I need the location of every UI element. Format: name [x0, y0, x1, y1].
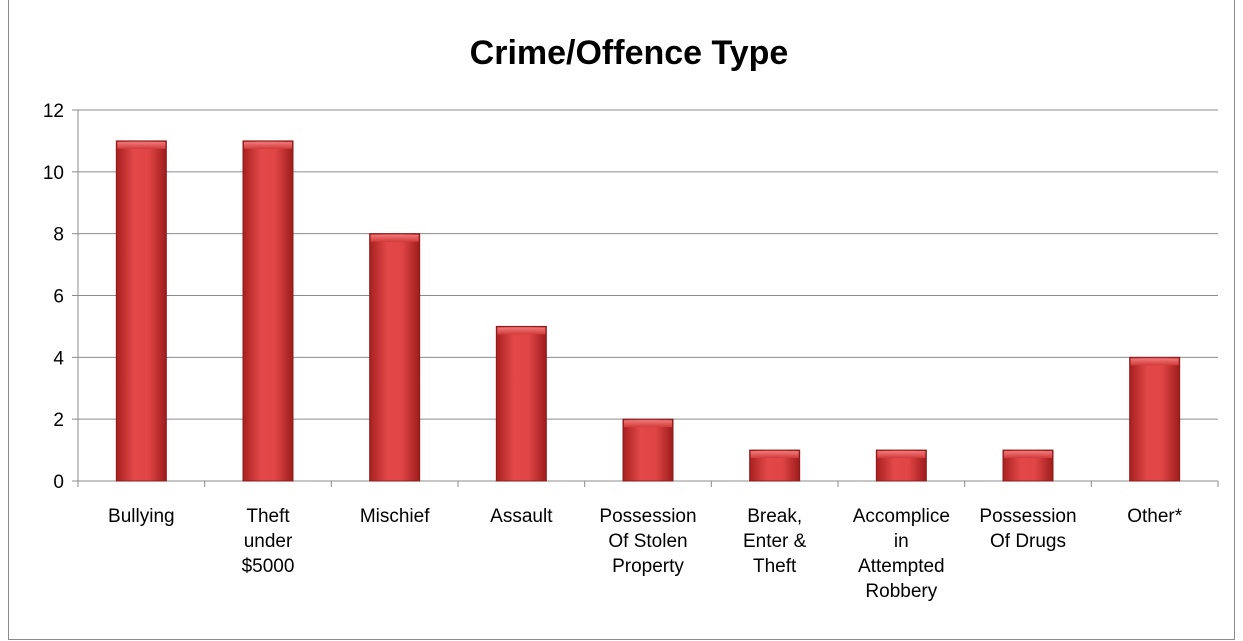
x-tick-label-line: in: [894, 531, 909, 552]
x-tick-label-line: Possession: [599, 506, 696, 527]
bar: [1129, 356, 1181, 482]
x-tick-label-line: Mischief: [360, 506, 430, 527]
x-tick-label: Theft under $5000: [242, 506, 295, 577]
x-tick-label-line: Property: [612, 556, 684, 577]
x-tick-label-line: Enter &: [743, 531, 807, 552]
y-tick-label: 4: [53, 348, 64, 369]
x-tick-label: Assault: [490, 506, 553, 527]
bar-highlight: [624, 420, 672, 428]
x-tick-label: Mischief: [360, 506, 430, 527]
x-tick-label-line: Of Stolen: [608, 531, 687, 552]
x-tick-label-line: Attempted: [858, 556, 945, 577]
bar: [242, 140, 294, 482]
bar: [495, 325, 547, 482]
chart-frame: [8, 0, 1235, 640]
x-tick-label: Bullying: [108, 506, 175, 527]
x-tick-label-line: $5000: [242, 556, 295, 577]
bar-highlight: [877, 451, 926, 459]
bar-highlight: [244, 141, 292, 149]
bars: [115, 140, 1181, 482]
y-tick-label: 6: [53, 287, 64, 308]
x-tick-label-line: Possession: [979, 506, 1076, 527]
x-tick-label: Possession Of Drugs: [979, 506, 1076, 552]
y-tick-label: 10: [43, 163, 64, 184]
x-tick-label-line: Accomplice: [853, 506, 950, 527]
y-tick-label: 2: [53, 410, 64, 431]
bar-highlight: [1004, 451, 1052, 459]
bar-highlight: [1130, 358, 1179, 366]
x-tick-label-line: Other*: [1127, 506, 1183, 527]
bar: [622, 418, 674, 482]
y-tick-label: 12: [43, 101, 64, 122]
y-tick-label: 0: [53, 472, 64, 493]
x-tick-label-line: Of Drugs: [990, 531, 1066, 552]
x-tick-label: Other*: [1127, 506, 1183, 527]
bar: [369, 233, 421, 482]
x-tick-label-line: Theft: [753, 556, 797, 577]
x-tick-label-line: Theft: [246, 506, 290, 527]
x-tick-label-line: Bullying: [108, 506, 175, 527]
x-tick-label: Possession Of Stolen Property: [599, 506, 696, 577]
x-tick-label: Accomplice in Attempted Robbery: [853, 506, 950, 602]
x-tick-label-line: under: [244, 531, 293, 552]
x-tick-label-line: Robbery: [865, 581, 937, 602]
bar-highlight: [370, 234, 419, 242]
x-tick-label: Break, Enter & Theft: [743, 506, 807, 577]
chart-title: Crime/Offence Type: [470, 34, 789, 72]
x-tick-label-line: Assault: [490, 506, 553, 527]
bar-highlight: [750, 451, 799, 459]
x-tick-labels: Bullying Theft under $5000 Mischief Assault Po…: [108, 506, 1183, 602]
y-tick-label: 8: [53, 225, 64, 246]
bar-highlight: [117, 141, 166, 149]
bar: [115, 140, 167, 482]
y-axis: 0 2 4 6 8 10 12: [43, 101, 79, 493]
x-tick-label-line: Break,: [747, 506, 802, 527]
bar-highlight: [497, 327, 546, 335]
x-axis: [77, 480, 1219, 487]
